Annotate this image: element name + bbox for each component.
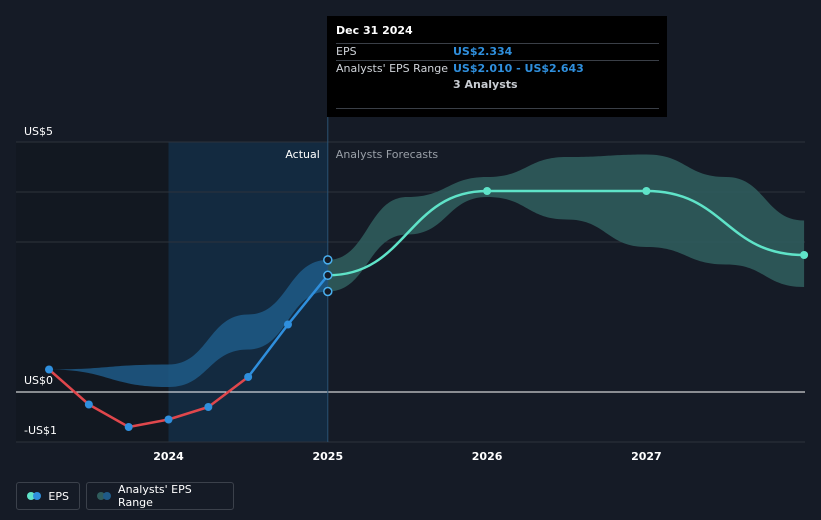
eps-actual-segment xyxy=(47,368,91,406)
forecast-range-band xyxy=(327,154,805,292)
eps-actual-point xyxy=(204,403,213,411)
tooltip-row-eps: EPS US$2.334 xyxy=(336,43,659,60)
range-swatch-icon xyxy=(97,492,111,500)
eps-forecast-point xyxy=(483,187,492,195)
y-tick-label: -US$1 xyxy=(24,424,57,437)
eps-actual-segment xyxy=(87,403,130,429)
eps-actual-point xyxy=(124,423,133,431)
eps-forecast-point xyxy=(800,251,809,259)
actual-range-band xyxy=(49,259,328,387)
eps-swatch-icon xyxy=(27,492,41,500)
legend-eps[interactable]: EPS xyxy=(16,482,80,510)
eps-forecast-point xyxy=(642,187,651,195)
x-tick-label: 2027 xyxy=(631,450,662,463)
y-tick-label: US$5 xyxy=(24,125,53,138)
eps-forecast-line xyxy=(327,189,805,277)
hover-marker xyxy=(323,255,333,265)
eps-actual-segment xyxy=(127,418,170,429)
tooltip-analysts: 3 Analysts xyxy=(453,78,518,91)
hover-tooltip: Dec 31 2024 EPS US$2.334 Analysts' EPS R… xyxy=(327,16,667,117)
eps-actual-point xyxy=(244,373,253,381)
y-tick-label: US$0 xyxy=(24,374,53,387)
eps-actual-segment xyxy=(207,375,250,409)
tooltip-range-label: Analysts' EPS Range xyxy=(336,62,449,75)
legend-analysts-range[interactable]: Analysts' EPS Range xyxy=(86,482,234,510)
tooltip-row-analysts: 3 Analysts xyxy=(336,77,659,93)
tooltip-date: Dec 31 2024 xyxy=(336,24,413,37)
eps-actual-point xyxy=(84,400,93,409)
hover-marker xyxy=(323,286,333,297)
hover-marker xyxy=(323,270,333,281)
legend-eps-label: EPS xyxy=(48,489,69,503)
tooltip-eps-label: EPS xyxy=(336,45,357,58)
tooltip-row-range: Analysts' EPS Range US$2.010 - US$2.643 xyxy=(336,60,659,77)
pre-2024-region xyxy=(16,142,169,442)
x-tick-label: 2024 xyxy=(153,450,184,463)
eps-actual-point xyxy=(283,320,292,329)
eps-actual-segment xyxy=(286,274,330,326)
eps-actual-segment xyxy=(167,405,210,421)
eps-actual-point xyxy=(164,415,173,424)
eps-actual-segment xyxy=(246,323,290,379)
forecast-label: Analysts Forecasts xyxy=(336,148,439,161)
legend-range-label: Analysts' EPS Range xyxy=(118,483,192,509)
tooltip-divider xyxy=(336,108,659,109)
x-tick-label: 2026 xyxy=(472,450,503,463)
eps-actual-point xyxy=(45,365,54,374)
actual-label: Actual xyxy=(285,148,319,161)
tooltip-range-value: US$2.010 - US$2.643 xyxy=(453,62,584,75)
tooltip-eps-value: US$2.334 xyxy=(453,45,513,58)
x-tick-label: 2025 xyxy=(312,450,343,463)
